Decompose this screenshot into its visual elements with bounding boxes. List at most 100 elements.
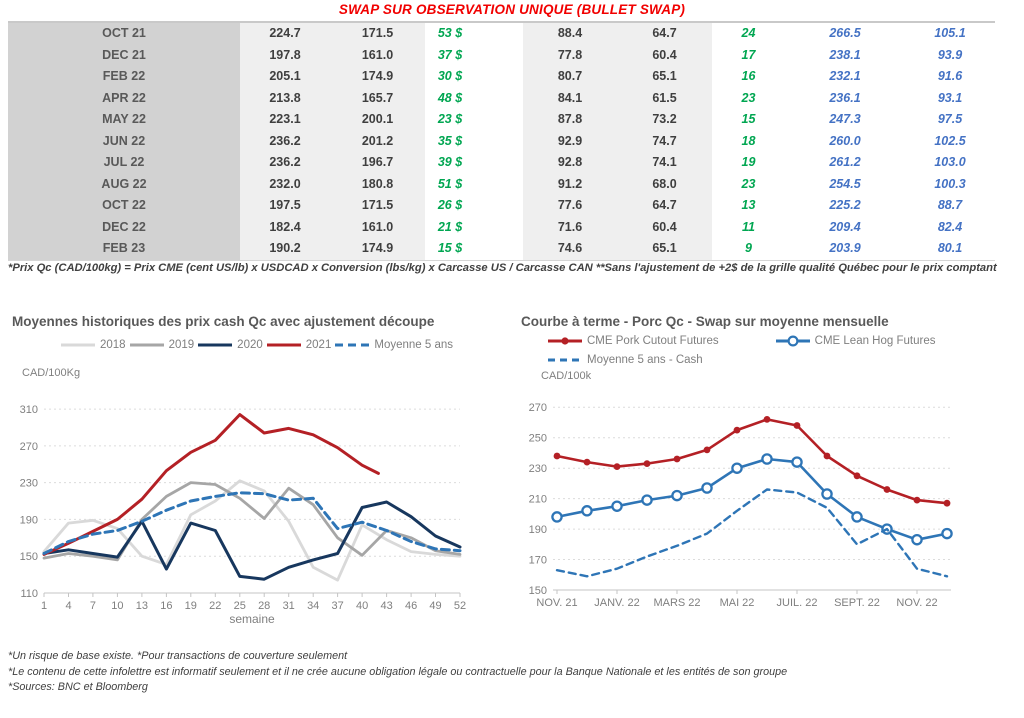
table-cell-price: 190.2 bbox=[240, 238, 330, 260]
table-cell-price: 77.6 bbox=[523, 195, 617, 217]
legend-item: Moyenne 5 ans - Cash bbox=[547, 353, 703, 367]
table-cell-month: APR 22 bbox=[8, 87, 240, 109]
table-cell-price: 171.5 bbox=[330, 195, 425, 217]
legend-swatch bbox=[548, 337, 582, 345]
svg-text:150: 150 bbox=[529, 585, 547, 597]
table-cell-price: 236.2 bbox=[240, 130, 330, 152]
svg-text:22: 22 bbox=[209, 600, 221, 612]
table-cell-price: 64.7 bbox=[617, 195, 712, 217]
forward-curve-plot: 150 170 190 210 230 250 270 NOV. 21 JANV. 22 MARS… bbox=[529, 402, 953, 609]
legend-forward-curve: CME Pork Cutout Futures CME Lean Hog Futu… bbox=[547, 334, 1009, 367]
table-cell-price: 180.8 bbox=[330, 173, 425, 195]
svg-text:310: 310 bbox=[20, 404, 38, 416]
y-axis-unit-right: CAD/100k bbox=[541, 370, 592, 382]
legend-swatch bbox=[198, 343, 233, 347]
footer-line-risk: *Un risque de base existe. *Pour transac… bbox=[8, 650, 348, 662]
table-spacer bbox=[475, 44, 523, 66]
svg-text:19: 19 bbox=[185, 600, 197, 612]
table-cell-forward: 93.9 bbox=[905, 44, 995, 66]
table-cell-spread: 35 $ bbox=[425, 130, 475, 152]
table-cell-spread: 19 bbox=[712, 152, 785, 174]
table-cell-forward: 203.9 bbox=[785, 238, 905, 260]
table-cell-month: MAY 22 bbox=[8, 109, 240, 131]
legend-label: 2021 bbox=[305, 339, 332, 351]
table-cell-price: 196.7 bbox=[330, 152, 425, 174]
table-cell-spread: 24 bbox=[712, 23, 785, 45]
table-cell-forward: 82.4 bbox=[905, 216, 995, 238]
svg-text:230: 230 bbox=[20, 478, 38, 490]
svg-text:10: 10 bbox=[111, 600, 123, 612]
table-cell-spread: 9 bbox=[712, 238, 785, 260]
svg-text:MARS 22: MARS 22 bbox=[653, 597, 700, 609]
table-cell-spread: 11 bbox=[712, 216, 785, 238]
table-cell-price: 92.8 bbox=[523, 152, 617, 174]
legend-label: 2019 bbox=[168, 339, 195, 351]
table-cell-price: 197.8 bbox=[240, 44, 330, 66]
table-cell-price: 74.6 bbox=[523, 238, 617, 260]
svg-text:semaine: semaine bbox=[229, 612, 275, 626]
table-cell-price: 161.0 bbox=[330, 44, 425, 66]
table-cell-spread: 16 bbox=[712, 66, 785, 88]
svg-text:270: 270 bbox=[529, 402, 547, 414]
legend-item: 2019 bbox=[129, 338, 195, 352]
table-footnote: *Prix Qc (CAD/100kg) = Prix CME (cent US… bbox=[8, 262, 997, 274]
chart-title-right: Courbe à terme - Porc Qc - Swap sur moye… bbox=[521, 314, 889, 329]
table-cell-spread: 21 $ bbox=[425, 216, 475, 238]
table-cell-month: FEB 22 bbox=[8, 66, 240, 88]
table-cell-price: 73.2 bbox=[617, 109, 712, 131]
table-cell-month: OCT 21 bbox=[8, 23, 240, 45]
table-cell-price: 65.1 bbox=[617, 238, 712, 260]
table-cell-spread: 30 $ bbox=[425, 66, 475, 88]
table-cell-price: 200.1 bbox=[330, 109, 425, 131]
table-cell-spread: 15 $ bbox=[425, 238, 475, 260]
footer-disclaimers: *Un risque de base existe. *Pour transac… bbox=[8, 649, 1016, 696]
legend-item: CME Lean Hog Futures bbox=[775, 334, 936, 348]
table-cell-forward: 266.5 bbox=[785, 23, 905, 45]
legend-swatch bbox=[775, 335, 810, 347]
table-cell-spread: 37 $ bbox=[425, 44, 475, 66]
table-cell-price: 171.5 bbox=[330, 23, 425, 45]
table-cell-spread: 51 $ bbox=[425, 173, 475, 195]
legend-label: CME Lean Hog Futures bbox=[814, 335, 936, 347]
table-cell-price: 84.1 bbox=[523, 87, 617, 109]
table-cell-price: 165.7 bbox=[330, 87, 425, 109]
table-cell-spread: 18 bbox=[712, 130, 785, 152]
table-cell-price: 223.1 bbox=[240, 109, 330, 131]
legend-swatch bbox=[60, 343, 95, 347]
table-cell-price: 224.7 bbox=[240, 23, 330, 45]
table-cell-price: 201.2 bbox=[330, 130, 425, 152]
svg-text:230: 230 bbox=[529, 463, 547, 475]
table-cell-spread: 23 bbox=[712, 173, 785, 195]
legend-label: CME Pork Cutout Futures bbox=[587, 335, 719, 347]
table-cell-price: 213.8 bbox=[240, 87, 330, 109]
table-cell-forward: 97.5 bbox=[905, 109, 995, 131]
table-cell-month: AUG 22 bbox=[8, 173, 240, 195]
table-spacer bbox=[475, 87, 523, 109]
svg-text:MAI 22: MAI 22 bbox=[720, 597, 755, 609]
table-cell-price: 182.4 bbox=[240, 216, 330, 238]
table-cell-forward: 105.1 bbox=[905, 23, 995, 45]
legend-label: Moyenne 5 ans - Cash bbox=[587, 354, 703, 366]
legend-label: 2018 bbox=[99, 339, 126, 351]
legend-item: 2018 bbox=[60, 338, 126, 352]
table-cell-price: 92.9 bbox=[523, 130, 617, 152]
table-spacer bbox=[475, 130, 523, 152]
svg-text:49: 49 bbox=[429, 600, 441, 612]
table-cell-month: OCT 22 bbox=[8, 195, 240, 217]
table-cell-forward: 103.0 bbox=[905, 152, 995, 174]
svg-text:40: 40 bbox=[356, 600, 368, 612]
svg-text:190: 190 bbox=[529, 524, 547, 536]
table-spacer bbox=[475, 109, 523, 131]
report-title: SWAP SUR OBSERVATION UNIQUE (BULLET SWAP… bbox=[338, 2, 686, 17]
table-cell-price: 236.2 bbox=[240, 152, 330, 174]
table-cell-month: DEC 21 bbox=[8, 44, 240, 66]
table-cell-forward: 209.4 bbox=[785, 216, 905, 238]
svg-text:52: 52 bbox=[454, 600, 466, 612]
table-cell-price: 60.4 bbox=[617, 44, 712, 66]
svg-text:210: 210 bbox=[529, 494, 547, 506]
legend-swatch bbox=[129, 343, 164, 347]
table-cell-spread: 23 bbox=[712, 87, 785, 109]
chart-forward-curve: Courbe à terme - Porc Qc - Swap sur moye… bbox=[517, 308, 1017, 624]
svg-text:1: 1 bbox=[41, 600, 47, 612]
table-spacer bbox=[475, 23, 523, 45]
